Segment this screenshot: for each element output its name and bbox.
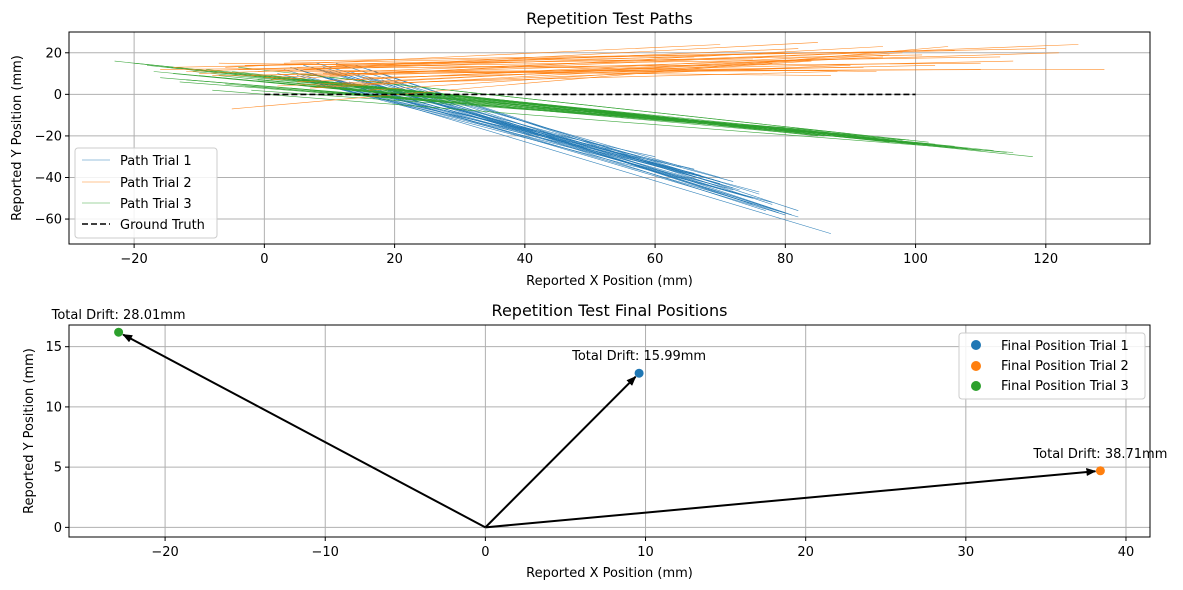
final-tick-label-y-0: 0: [54, 521, 62, 536]
paths-x-axis-label: Reported X Position (mm): [526, 274, 693, 289]
path-trial-2-segment-26: [257, 48, 799, 72]
final-positions-plot-frame: [68, 324, 1151, 538]
path-trial-1-segment-19: [329, 71, 747, 197]
final-tick-label-x-4: 20: [797, 545, 814, 560]
final-positions-ticks: −20 −10 0 10 20 30 40 0 5 10 15: [45, 340, 1134, 560]
path-trial-2-segment-18: [368, 60, 812, 91]
path-trial-3-segment-27: [309, 89, 897, 141]
legend-label-trial-1: Path Trial 1: [120, 154, 192, 169]
paths-ticks: −20 0 20 40 60 80 100 120 −60 −40 −20 0 20: [35, 46, 1059, 267]
legend-marker-final-3: [971, 381, 981, 391]
paths-y-axis-label: Reported Y Position (mm): [10, 55, 25, 221]
drift-annotation-2: Total Drift: 38.71mm: [1032, 447, 1167, 462]
path-series-1: [277, 62, 831, 234]
paths-tick-label-y-2: −20: [35, 129, 62, 144]
paths-chart: Repetition Test Paths −20 0 20 40 60 80 100 120…: [10, 9, 1151, 289]
final-positions-chart: Repetition Test Final Positions Total Dr…: [22, 301, 1167, 581]
paths-tick-label-x-4: 60: [647, 252, 664, 267]
drift-arrow-3: [122, 333, 486, 529]
path-trial-2-segment-16: [212, 67, 864, 76]
legend-label-trial-3: Path Trial 3: [120, 197, 192, 212]
paths-tick-label-x-1: 0: [260, 252, 268, 267]
final-tick-label-x-2: 0: [481, 545, 489, 560]
path-trial-2-segment-31: [296, 56, 1001, 68]
legend-marker-final-2: [971, 361, 981, 371]
path-trial-3-segment-24: [296, 73, 851, 135]
final-tick-label-x-5: 30: [958, 545, 975, 560]
path-trial-2-segment-29: [218, 62, 877, 72]
paths-legend: Path Trial 1 Path Trial 2 Path Trial 3 G…: [74, 147, 218, 239]
legend-label-final-1: Final Position Trial 1: [1001, 339, 1129, 354]
final-tick-label-x-0: −20: [151, 545, 178, 560]
path-trial-2-segment-23: [238, 69, 831, 76]
paths-tick-label-y-1: −40: [35, 171, 62, 186]
final-positions-legend-box: [958, 332, 1146, 400]
legend-label-ground-truth: Ground Truth: [120, 218, 205, 233]
paths-grid: [69, 32, 1150, 244]
path-trial-1-segment-31: [348, 71, 721, 178]
path-trial-2-segment-12: [303, 42, 818, 70]
paths-tick-label-x-3: 40: [517, 252, 534, 267]
path-trial-2-segment-19: [173, 56, 695, 68]
final-positions-title: Repetition Test Final Positions: [492, 301, 728, 320]
paths-tick-label-y-4: 20: [45, 46, 62, 61]
path-trial-2-segment-9: [225, 44, 721, 68]
path-trial-3-segment-28: [329, 83, 936, 145]
path-trial-1-segment-29: [368, 69, 799, 211]
paths-tick-label-x-6: 100: [903, 252, 928, 267]
final-tick-label-x-1: −10: [312, 545, 339, 560]
paths-tick-label-x-5: 80: [777, 252, 794, 267]
path-trial-2-segment-3: [160, 62, 981, 70]
paths-legend-box: [74, 147, 218, 239]
final-tick-label-y-2: 10: [45, 400, 62, 415]
path-trial-1-segment-25: [303, 79, 773, 203]
final-tick-label-x-3: 10: [637, 545, 654, 560]
final-positions-x-axis-label: Reported X Position (mm): [526, 566, 693, 581]
final-positions-y-axis-label: Reported Y Position (mm): [22, 348, 37, 514]
path-trial-1-segment-28: [355, 65, 773, 205]
path-trial-2-segment-15: [355, 52, 903, 81]
final-positions-legend: Final Position Trial 1 Final Position Tr…: [958, 332, 1146, 400]
paths-tick-label-x-0: −20: [120, 252, 147, 267]
legend-label-final-2: Final Position Trial 2: [1001, 359, 1129, 374]
paths-chart-title: Repetition Test Paths: [526, 9, 693, 28]
paths-tick-label-x-2: 20: [386, 252, 403, 267]
paths-tick-label-y-3: 0: [54, 88, 62, 103]
final-position-point-2: [1095, 466, 1105, 476]
drift-annotation-3: Total Drift: 28.01mm: [51, 308, 186, 323]
final-tick-label-y-3: 15: [45, 340, 62, 355]
path-trial-2-segment-27: [361, 65, 936, 78]
final-tick-label-x-6: 40: [1118, 545, 1135, 560]
path-trial-3-segment-26: [257, 79, 1007, 153]
drift-arrow-2: [485, 468, 1097, 529]
path-trial-3-segment-29: [153, 71, 858, 137]
paths-tick-label-x-7: 120: [1033, 252, 1058, 267]
final-position-point-1: [634, 368, 644, 378]
final-position-point-3: [114, 327, 124, 337]
path-trial-2-segment-24: [309, 62, 773, 89]
path-trial-2-segment-22: [335, 54, 923, 66]
paths-tick-label-y-0: −60: [35, 213, 62, 228]
path-trial-2-segment-30: [381, 54, 890, 83]
paths-plot-frame: [68, 31, 1151, 245]
final-positions-series: Total Drift: 15.99mm Total Drift: 38.71mm…: [51, 308, 1167, 529]
path-trial-3-segment-1: [212, 89, 1014, 153]
final-tick-label-y-1: 5: [54, 461, 62, 476]
path-trial-1-segment-21: [381, 79, 779, 214]
path-series-2: [160, 42, 1105, 110]
drift-annotation-1: Total Drift: 15.99mm: [571, 349, 706, 364]
path-trial-2-segment-25: [348, 52, 1059, 74]
paths-series: [114, 42, 1105, 234]
legend-label-trial-2: Path Trial 2: [120, 176, 192, 191]
legend-marker-final-1: [971, 340, 981, 350]
drift-arrow-1: [484, 375, 637, 529]
legend-label-final-3: Final Position Trial 3: [1001, 379, 1129, 394]
path-trial-1-segment-26: [335, 62, 760, 195]
